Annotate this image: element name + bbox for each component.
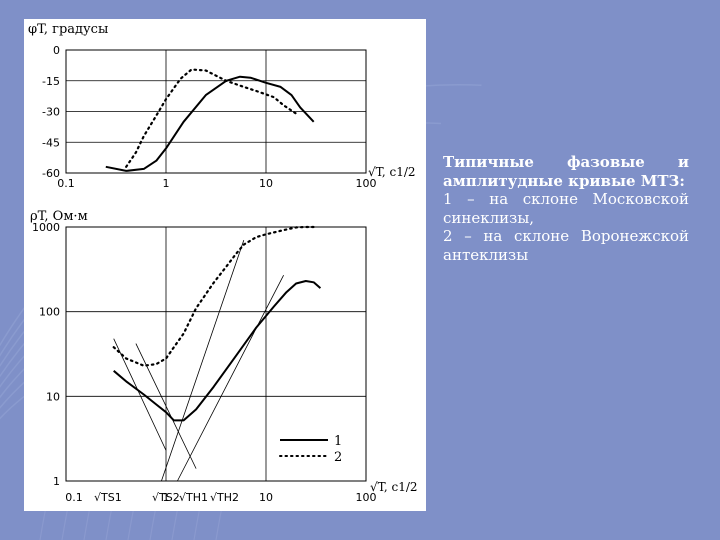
phase-grid: 0 -15 -30 -45 -600.1 1 10 100	[42, 44, 376, 190]
period-marker-label: √TS1	[94, 491, 122, 504]
resistivity-curve-1	[113, 280, 322, 422]
asymptote-line	[177, 274, 284, 482]
phase-x-tick-label: 1	[163, 177, 170, 190]
caption: Типичные фазовые и амплитудные кривые МТ…	[443, 153, 689, 264]
resistivity-curve-2	[112, 225, 315, 367]
resistivity-chart-title: ρT, Ом·м	[30, 209, 88, 224]
resistivity-y-tick-label: 10	[46, 390, 60, 403]
phase-x-tick-label: 0.1	[57, 177, 75, 190]
caption-line-1: 1 – на склоне Московской синеклизы,	[443, 190, 689, 227]
legend-label-1: 1	[334, 434, 342, 449]
resistivity-series	[112, 225, 322, 422]
phase-x-tick-label: 100	[356, 177, 377, 190]
resistivity-x-tick-label: 10	[259, 491, 273, 504]
asymptote-lines	[113, 239, 284, 482]
phase-y-tick-label: -30	[42, 106, 60, 119]
phase-curve-2	[125, 68, 298, 168]
legend-label-2: 2	[334, 450, 342, 465]
resistivity-grid: 1 10 100 1000 0.1 1 10 100	[32, 221, 377, 504]
phase-curve-1	[105, 75, 315, 172]
phase-chart: 0 -15 -30 -45 -600.1 1 10 100 φT, градусы √T, с…	[28, 22, 416, 190]
resistivity-x-axis-label: √T, с1/2	[370, 480, 418, 494]
resistivity-plot-frame	[65, 226, 367, 482]
caption-line-2: 2 – на склоне Воронежской антеклизы	[443, 227, 689, 264]
phase-series	[105, 68, 315, 172]
phase-y-tick-label: 0	[53, 44, 60, 57]
period-marker-label: √TH1	[179, 491, 208, 504]
asymptote-line	[113, 338, 167, 451]
phase-chart-title: φT, градусы	[28, 22, 108, 37]
phase-x-tick-label: 10	[259, 177, 273, 190]
phase-x-axis-label: √T, с1/2	[368, 165, 416, 179]
resistivity-y-tick-label: 100	[39, 306, 60, 319]
phase-y-tick-label: -15	[42, 75, 60, 88]
caption-title: Типичные фазовые и амплитудные кривые МТ…	[443, 153, 689, 190]
resistivity-chart: 1 10 100 1000 0.1 1 10 100 ρT, Ом·м √T, с1/2 √T…	[30, 209, 418, 504]
resistivity-x-tick-label: 100	[356, 491, 377, 504]
asymptote-line	[161, 239, 245, 482]
period-marker-label: √TS2	[152, 491, 180, 504]
phase-y-tick-label: -45	[42, 136, 60, 149]
legend: 12	[279, 434, 342, 465]
figure-panel: 0 -15 -30 -45 -60 0.1 1 10 100 φT, градусы √T, с…	[24, 19, 426, 511]
resistivity-y-tick-label: 1	[53, 475, 60, 488]
period-markers: √TS1 √TS2 √TH1 √TH2	[94, 491, 239, 504]
resistivity-x-tick-label: 1	[163, 491, 170, 504]
phase-y-tick-label: -60	[42, 167, 60, 180]
mts-curves-figure: 0-15-30-45-600.1 1 10 100 φT, градусы √T, с…	[28, 22, 418, 504]
period-marker-label: √TH2	[210, 491, 239, 504]
resistivity-x-tick-label: 0.1	[65, 491, 83, 504]
resistivity-y-tick-label: 1000	[32, 221, 60, 234]
